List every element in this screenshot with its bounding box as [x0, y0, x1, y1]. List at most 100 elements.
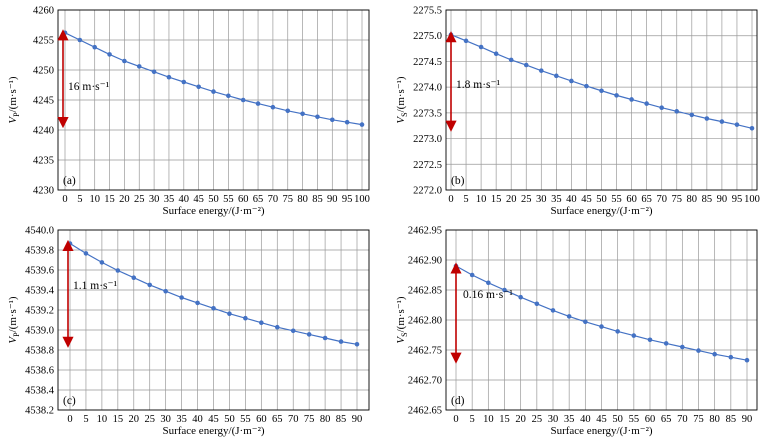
- data-point: [179, 295, 184, 300]
- data-point: [629, 97, 634, 102]
- y-tick-label: 4539.6: [25, 266, 54, 277]
- data-point: [285, 108, 291, 114]
- y-tick-label: 2462.90: [408, 256, 442, 267]
- data-point: [136, 64, 142, 69]
- data-point: [539, 68, 544, 73]
- data-point: [448, 32, 454, 37]
- y-tick-label: 4539.0: [25, 326, 54, 337]
- data-point: [211, 306, 216, 311]
- x-tick-label: 75: [304, 414, 315, 425]
- x-tick-label: 50: [612, 414, 623, 425]
- x-tick-label: 55: [611, 194, 622, 205]
- x-tick-label: 55: [223, 194, 234, 205]
- y-tick-label: 2272.5: [413, 160, 442, 171]
- y-tick-label: 4245: [33, 96, 54, 107]
- data-point: [719, 119, 725, 124]
- y-tick-label: 4240: [33, 126, 54, 137]
- x-tick-label: 5: [77, 194, 82, 205]
- range-annotation: 0.16 m·s⁻¹: [463, 289, 513, 301]
- x-tick-label: 40: [179, 194, 190, 205]
- y-tick-label: 2462.65: [408, 406, 442, 417]
- y-tick-label: 4540.0: [25, 226, 54, 237]
- data-point: [107, 52, 112, 57]
- data-point: [502, 287, 507, 293]
- data-point: [689, 112, 695, 118]
- y-tick-label: 4538.4: [25, 386, 55, 397]
- data-point: [486, 280, 491, 286]
- x-tick-label: 20: [129, 414, 140, 425]
- x-tick-label: 15: [499, 414, 510, 425]
- data-point: [583, 319, 588, 325]
- data-point: [77, 37, 83, 43]
- plot-frame: [57, 229, 370, 411]
- data-point: [243, 315, 248, 321]
- data-point: [211, 89, 216, 94]
- data-point: [566, 314, 572, 319]
- data-point: [181, 79, 187, 85]
- y-tick-label: 4539.4: [25, 286, 55, 297]
- data-point: [599, 324, 604, 329]
- data-point: [151, 69, 157, 75]
- data-point: [674, 109, 680, 114]
- x-tick-label: 80: [297, 194, 308, 205]
- x-tick-label: 70: [288, 414, 299, 425]
- data-point: [99, 260, 105, 265]
- x-tick-label: 65: [661, 414, 672, 425]
- x-tick-label: 60: [645, 414, 656, 425]
- chart-panel-c: 4538.2 4538.4 4538.6 4538.8 4539.0 4539.2 4539…: [7, 226, 370, 437]
- x-tick-label: 60: [256, 414, 267, 425]
- x-tick-label: 20: [515, 414, 526, 425]
- x-tick-label: 25: [144, 414, 155, 425]
- data-point: [554, 73, 559, 79]
- y-tick-label: 2275.5: [413, 6, 442, 17]
- x-tick-label: 30: [160, 414, 171, 425]
- data-point: [322, 335, 328, 341]
- data-point: [131, 275, 137, 281]
- x-tick-label: 55: [240, 414, 251, 425]
- data-point: [354, 342, 360, 347]
- data-point: [306, 332, 312, 337]
- data-point: [728, 354, 734, 360]
- data-point: [680, 344, 685, 350]
- x-tick-label: 35: [176, 414, 187, 425]
- x-tick-label: 45: [581, 194, 592, 205]
- x-tick-label: 100: [354, 194, 370, 205]
- x-tick-label: 20: [506, 194, 517, 205]
- x-tick-label: 90: [742, 414, 753, 425]
- data-point: [734, 122, 740, 127]
- x-tick-label: 70: [268, 194, 279, 205]
- data-point: [259, 320, 264, 326]
- x-tick-label: 0: [62, 194, 67, 205]
- range-annotation: 1.1 m·s⁻¹: [73, 280, 118, 292]
- x-tick-label: 50: [224, 414, 235, 425]
- data-point: [255, 101, 261, 106]
- y-axis-label: VS/(m·s⁻¹): [395, 296, 409, 344]
- y-axis-label: VS/(m·s⁻¹): [395, 76, 409, 124]
- range-annotation: 1.8 m·s⁻¹: [456, 79, 501, 91]
- data-point: [518, 294, 523, 300]
- y-tick-label: 2273.0: [413, 134, 442, 145]
- data-point: [227, 311, 232, 317]
- y-tick-label: 4255: [33, 36, 54, 47]
- data-point: [163, 288, 168, 294]
- data-point: [122, 58, 127, 64]
- x-tick-label: 5: [470, 414, 475, 425]
- data-point: [550, 308, 556, 313]
- y-tick-label: 2274.5: [413, 57, 442, 68]
- x-tick-label: 85: [702, 194, 713, 205]
- data-point: [696, 348, 701, 353]
- x-tick-label: 25: [134, 194, 145, 205]
- x-tick-label: 85: [312, 194, 323, 205]
- x-axis-label: Surface energy/(J·m⁻²): [550, 425, 652, 437]
- x-tick-label: 30: [548, 414, 559, 425]
- x-tick-label: 85: [726, 414, 737, 425]
- x-tick-label: 90: [352, 414, 363, 425]
- data-point: [330, 117, 335, 123]
- data-point: [92, 44, 97, 50]
- data-point: [663, 341, 669, 346]
- x-tick-label: 95: [732, 194, 743, 205]
- range-annotation: 16 m·s⁻¹: [68, 81, 110, 93]
- data-point: [115, 268, 121, 273]
- y-tick-label: 4539.8: [25, 246, 54, 257]
- data-point: [147, 282, 153, 288]
